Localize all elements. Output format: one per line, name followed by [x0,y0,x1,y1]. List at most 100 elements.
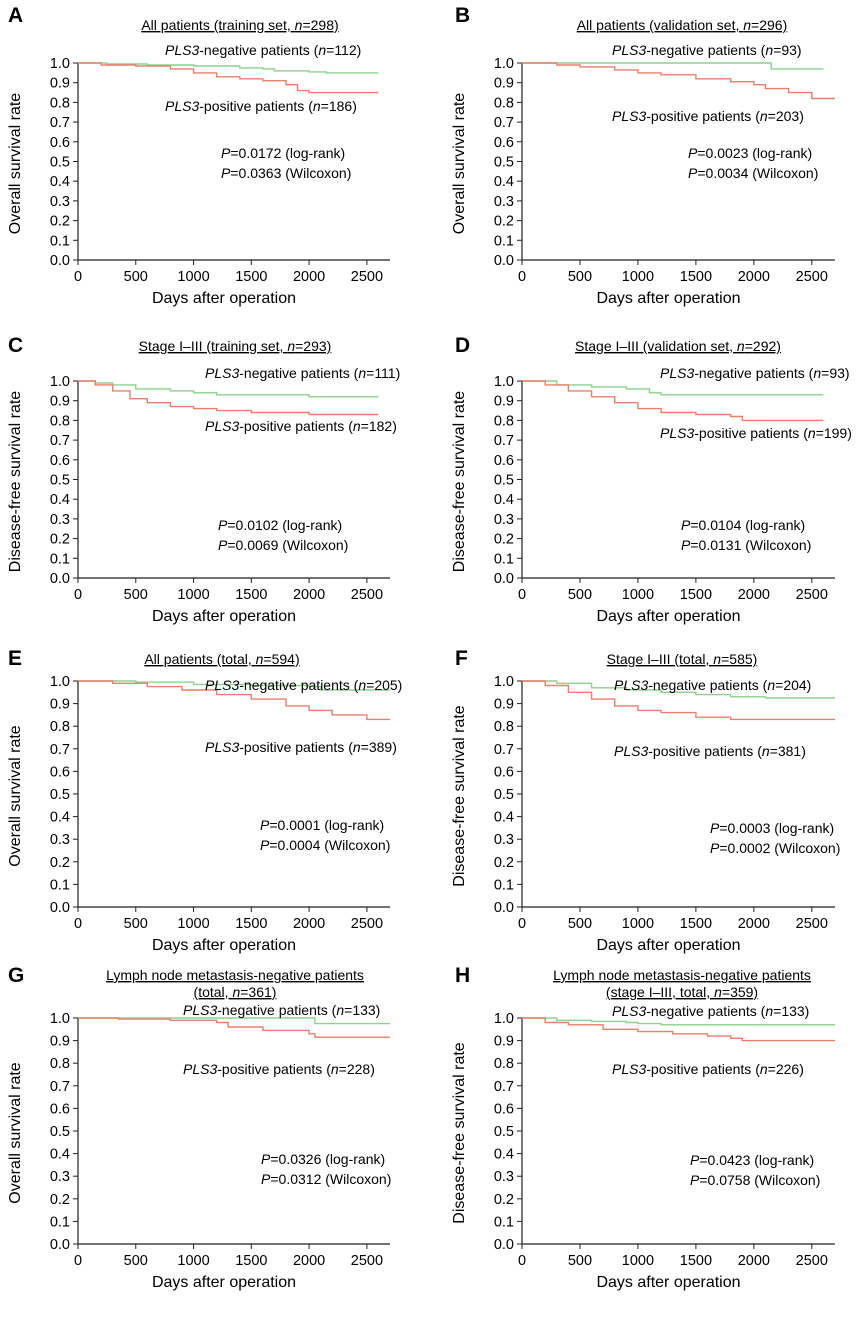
y-axis-label: Overall survival rate [7,93,24,234]
y-tick-label: 0.8 [50,95,70,111]
chart-title: Stage I–III (validation set, n=292) [575,338,781,354]
p-value-label: P=0.0003 (log-rank) [710,820,834,836]
series-label-positive: PLS3-positive patients (n=381) [614,743,806,759]
y-tick-label: 0.7 [494,115,514,131]
series-label-negative: PLS3-negative patients (n=133) [612,1003,809,1019]
panel-g: G Lymph node metastasis-negative patients… [7,964,391,1291]
y-tick-label: 0.5 [50,787,70,803]
y-tick-label: 0.0 [50,253,70,269]
y-tick-label: 0.3 [50,512,70,528]
series-line-positive [78,680,390,721]
y-tick-label: 0.7 [494,1079,514,1095]
series-label-negative: PLS3-negative patients (n=204) [614,677,811,693]
x-tick-label: 2000 [293,916,325,932]
x-tick-label: 500 [568,587,592,603]
x-tick-label: 1500 [235,916,267,932]
panel-letter: B [455,4,470,27]
y-tick-label: 0.3 [494,832,514,848]
y-tick-label: 0.9 [50,394,70,410]
y-tick-label: 1.0 [50,674,70,690]
y-tick-label: 0.8 [494,719,514,735]
y-tick-label: 0.9 [50,1034,70,1050]
x-tick-label: 2000 [293,1253,325,1269]
x-tick-label: 0 [518,587,526,603]
x-axis-label: Days after operation [152,290,296,307]
x-tick-label: 1000 [622,269,654,285]
y-tick-label: 0.1 [50,233,70,249]
y-tick-label: 1.0 [50,374,70,390]
series-label-positive: PLS3-positive patients (n=389) [205,739,397,755]
y-tick-label: 0.4 [50,1147,70,1163]
x-tick-label: 500 [124,269,148,285]
x-tick-label: 500 [568,916,592,932]
x-tick-label: 2000 [738,269,770,285]
p-value-label: P=0.0312 (Wilcoxon) [261,1171,391,1187]
x-tick-label: 1500 [680,269,712,285]
panel-h: H Lymph node metastasis-negative patients… [451,964,835,1291]
y-tick-label: 0.8 [494,1056,514,1072]
y-tick-label: 0.8 [50,719,70,735]
y-tick-label: 0.6 [494,135,514,151]
x-tick-label: 0 [74,269,82,285]
x-tick-label: 2000 [738,916,770,932]
series-label-positive: PLS3-positive patients (n=203) [612,108,804,124]
y-tick-label: 0.1 [494,1214,514,1230]
x-tick-label: 0 [518,1253,526,1269]
y-tick-label: 0.6 [494,453,514,469]
y-tick-label: 0.0 [50,1237,70,1253]
y-axis-label: Disease-free survival rate [451,705,468,887]
p-value-label: P=0.0004 (Wilcoxon) [260,837,390,853]
y-axis-label: Overall survival rate [451,93,468,234]
chart-title: Stage I–III (training set, n=293) [139,338,332,354]
y-tick-label: 0.2 [50,1192,70,1208]
series-label-negative: PLS3-negative patients (n=111) [205,365,400,381]
y-tick-label: 1.0 [494,1011,514,1027]
y-tick-label: 0.3 [494,512,514,528]
y-tick-label: 1.0 [494,674,514,690]
x-tick-label: 2500 [796,269,828,285]
y-tick-label: 0.5 [494,1124,514,1140]
y-tick-label: 0.8 [50,413,70,429]
y-tick-label: 0.0 [494,571,514,587]
y-tick-label: 0.2 [50,214,70,230]
x-axis-label: Days after operation [596,290,740,307]
p-value-label: P=0.0758 (Wilcoxon) [690,1172,820,1188]
y-tick-label: 0.1 [50,1214,70,1230]
series-label-negative: PLS3-negative patients (n=93) [612,42,802,58]
y-tick-label: 0.7 [50,742,70,758]
series-label-positive: PLS3-positive patients (n=186) [165,98,357,114]
x-tick-label: 500 [568,269,592,285]
y-tick-label: 0.6 [50,453,70,469]
panel-letter: E [8,647,22,670]
y-tick-label: 0.3 [50,832,70,848]
series-label-positive: PLS3-positive patients (n=226) [612,1061,804,1077]
y-tick-label: 0.7 [494,742,514,758]
series-label-negative: PLS3-negative patients (n=112) [165,42,361,58]
y-tick-label: 0.3 [494,1169,514,1185]
p-value-label: P=0.0034 (Wilcoxon) [688,165,818,181]
x-tick-label: 2500 [351,1253,383,1269]
p-value-label: P=0.0131 (Wilcoxon) [681,537,811,553]
x-tick-label: 500 [124,916,148,932]
p-value-label: P=0.0001 (log-rank) [260,817,384,833]
y-tick-label: 0.7 [50,433,70,449]
p-value-label: P=0.0104 (log-rank) [681,517,805,533]
chart-title: (total, n=361) [194,984,277,1000]
y-tick-label: 0.3 [494,194,514,210]
y-tick-label: 0.7 [494,433,514,449]
panel-letter: H [455,964,470,987]
x-tick-label: 1000 [177,587,209,603]
y-tick-label: 0.5 [50,1124,70,1140]
chart-title: All patients (training set, n=298) [141,17,338,33]
y-tick-label: 0.2 [50,532,70,548]
series-line-negative [522,62,824,70]
y-tick-label: 0.3 [50,194,70,210]
p-value-label: P=0.0069 (Wilcoxon) [218,537,348,553]
y-tick-label: 0.6 [50,1101,70,1117]
series-label-positive: PLS3-positive patients (n=228) [183,1061,375,1077]
y-tick-label: 0.4 [50,492,70,508]
y-axis-label: Overall survival rate [7,1062,24,1203]
x-axis-label: Days after operation [596,937,740,954]
y-tick-label: 0.1 [494,551,514,567]
